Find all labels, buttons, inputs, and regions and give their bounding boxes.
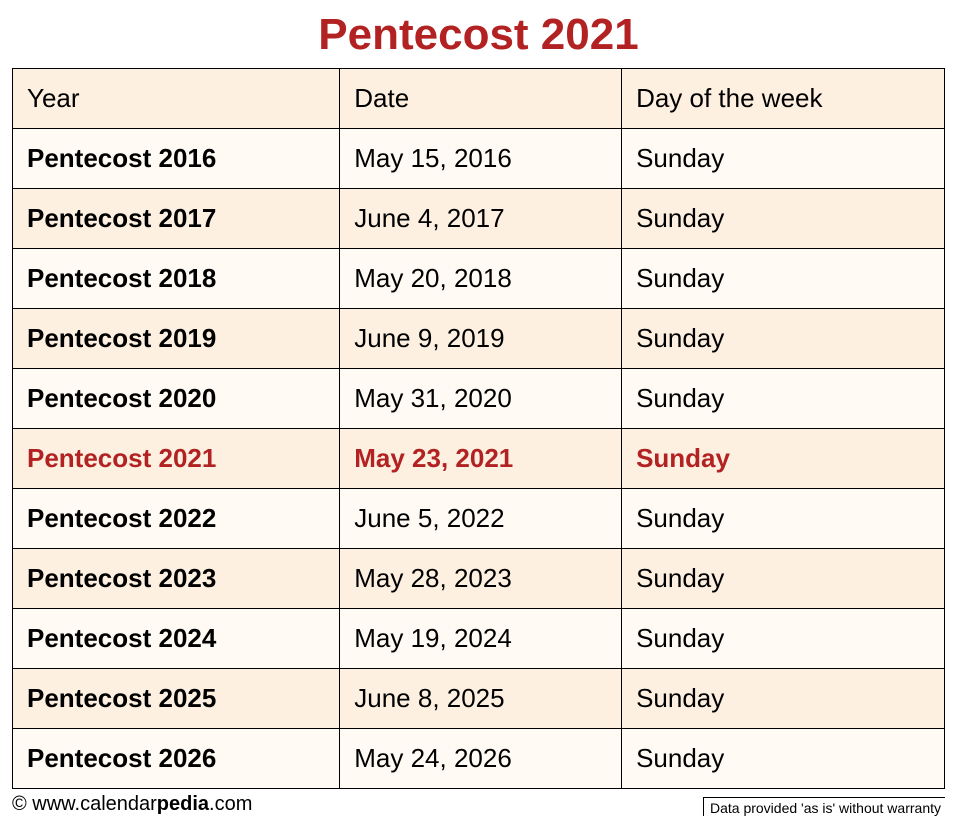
copyright-suffix: .com — [209, 793, 252, 815]
cell-year: Pentecost 2016 — [13, 129, 340, 189]
table-row: Pentecost 2023May 28, 2023Sunday — [13, 549, 945, 609]
cell-year: Pentecost 2022 — [13, 489, 340, 549]
cell-day: Sunday — [622, 729, 945, 789]
table-row: Pentecost 2018May 20, 2018Sunday — [13, 249, 945, 309]
table-row: Pentecost 2025June 8, 2025Sunday — [13, 669, 945, 729]
copyright-text: © www.calendarpedia.com — [12, 793, 252, 816]
table-row: Pentecost 2020May 31, 2020Sunday — [13, 369, 945, 429]
cell-day: Sunday — [622, 309, 945, 369]
cell-year: Pentecost 2024 — [13, 609, 340, 669]
cell-date: June 5, 2022 — [340, 489, 622, 549]
cell-date: May 19, 2024 — [340, 609, 622, 669]
table-row: Pentecost 2019June 9, 2019Sunday — [13, 309, 945, 369]
table-row: Pentecost 2017June 4, 2017Sunday — [13, 189, 945, 249]
cell-day: Sunday — [622, 609, 945, 669]
table-header-row: Year Date Day of the week — [13, 69, 945, 129]
table-row: Pentecost 2022June 5, 2022Sunday — [13, 489, 945, 549]
cell-date: June 4, 2017 — [340, 189, 622, 249]
cell-year: Pentecost 2020 — [13, 369, 340, 429]
cell-year: Pentecost 2018 — [13, 249, 340, 309]
cell-date: May 31, 2020 — [340, 369, 622, 429]
cell-year: Pentecost 2023 — [13, 549, 340, 609]
cell-day: Sunday — [622, 669, 945, 729]
cell-year: Pentecost 2021 — [13, 429, 340, 489]
page-footer: © www.calendarpedia.com Data provided 'a… — [0, 789, 957, 822]
col-header-day: Day of the week — [622, 69, 945, 129]
cell-day: Sunday — [622, 429, 945, 489]
cell-day: Sunday — [622, 189, 945, 249]
table-row: Pentecost 2016May 15, 2016Sunday — [13, 129, 945, 189]
cell-year: Pentecost 2019 — [13, 309, 340, 369]
disclaimer-text: Data provided 'as is' without warranty — [703, 797, 945, 816]
cell-date: May 28, 2023 — [340, 549, 622, 609]
table-row: Pentecost 2026May 24, 2026Sunday — [13, 729, 945, 789]
cell-year: Pentecost 2026 — [13, 729, 340, 789]
copyright-prefix: © www.calendar — [12, 793, 157, 815]
table-row: Pentecost 2024May 19, 2024Sunday — [13, 609, 945, 669]
cell-date: May 20, 2018 — [340, 249, 622, 309]
cell-day: Sunday — [622, 369, 945, 429]
cell-year: Pentecost 2025 — [13, 669, 340, 729]
page-container: Pentecost 2021 Year Date Day of the week… — [0, 10, 957, 822]
cell-date: June 9, 2019 — [340, 309, 622, 369]
cell-day: Sunday — [622, 549, 945, 609]
table-row: Pentecost 2021May 23, 2021Sunday — [13, 429, 945, 489]
cell-day: Sunday — [622, 249, 945, 309]
pentecost-table: Year Date Day of the week Pentecost 2016… — [12, 68, 945, 789]
cell-day: Sunday — [622, 129, 945, 189]
copyright-brand: pedia — [157, 793, 209, 815]
cell-year: Pentecost 2017 — [13, 189, 340, 249]
cell-date: May 24, 2026 — [340, 729, 622, 789]
col-header-year: Year — [13, 69, 340, 129]
col-header-date: Date — [340, 69, 622, 129]
cell-date: May 23, 2021 — [340, 429, 622, 489]
cell-date: May 15, 2016 — [340, 129, 622, 189]
cell-day: Sunday — [622, 489, 945, 549]
page-title: Pentecost 2021 — [0, 10, 957, 60]
cell-date: June 8, 2025 — [340, 669, 622, 729]
